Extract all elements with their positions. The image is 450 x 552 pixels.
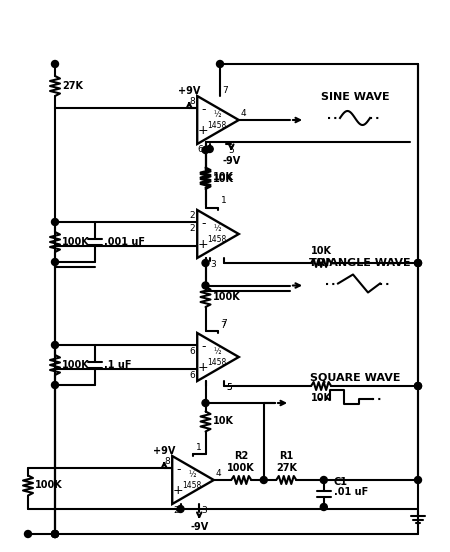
Text: ½
1458: ½ 1458: [207, 347, 227, 367]
Text: 6: 6: [189, 371, 195, 380]
Text: 10K: 10K: [212, 174, 234, 184]
Polygon shape: [197, 96, 239, 144]
Text: 7: 7: [220, 321, 226, 330]
Text: -9V: -9V: [190, 522, 208, 532]
Polygon shape: [172, 456, 214, 504]
Circle shape: [51, 530, 59, 538]
Text: 5: 5: [226, 383, 232, 392]
Text: -: -: [176, 463, 180, 476]
Text: 8: 8: [164, 457, 170, 466]
Text: .001 uF: .001 uF: [104, 237, 145, 247]
Text: 5: 5: [226, 383, 232, 392]
Circle shape: [260, 476, 267, 484]
Circle shape: [24, 530, 32, 538]
Text: 1: 1: [196, 443, 202, 452]
Text: 6: 6: [198, 145, 203, 154]
Circle shape: [51, 219, 59, 226]
Text: 6: 6: [189, 347, 195, 356]
Text: R2
100K: R2 100K: [227, 452, 255, 473]
Text: 8: 8: [189, 97, 195, 106]
Text: 10K: 10K: [310, 393, 332, 403]
Text: 6: 6: [202, 146, 208, 155]
Polygon shape: [197, 333, 239, 381]
Text: 4: 4: [241, 109, 247, 118]
Text: 3: 3: [201, 506, 207, 515]
Polygon shape: [197, 210, 239, 258]
Text: 2: 2: [189, 211, 195, 220]
Circle shape: [414, 476, 422, 484]
Circle shape: [414, 383, 422, 390]
Text: +: +: [198, 124, 208, 137]
Circle shape: [51, 258, 59, 266]
Circle shape: [51, 342, 59, 348]
Text: SINE WAVE: SINE WAVE: [321, 92, 389, 102]
Text: 5: 5: [228, 146, 234, 155]
Text: SQUARE WAVE: SQUARE WAVE: [310, 373, 400, 383]
Text: C1: C1: [334, 477, 348, 487]
Circle shape: [320, 476, 327, 484]
Text: 3: 3: [211, 260, 216, 269]
Circle shape: [51, 381, 59, 389]
Text: -9V: -9V: [222, 156, 240, 166]
Text: 4: 4: [216, 469, 221, 478]
Circle shape: [202, 282, 209, 289]
Text: +9V: +9V: [178, 86, 200, 96]
Text: 27K: 27K: [62, 81, 83, 91]
Text: 2: 2: [173, 506, 179, 515]
Circle shape: [51, 530, 59, 538]
Text: +: +: [173, 484, 184, 497]
Circle shape: [206, 146, 213, 152]
Text: 100K: 100K: [62, 237, 90, 247]
Circle shape: [414, 259, 422, 267]
Text: -: -: [201, 340, 206, 353]
Text: 100K: 100K: [35, 480, 63, 491]
Text: 10K: 10K: [212, 417, 234, 427]
Circle shape: [414, 259, 422, 267]
Text: ½
1458: ½ 1458: [207, 110, 227, 130]
Text: +9V: +9V: [153, 446, 176, 456]
Circle shape: [320, 503, 327, 511]
Text: +: +: [198, 238, 208, 251]
Text: ½
1458: ½ 1458: [182, 470, 202, 490]
Circle shape: [51, 61, 59, 67]
Text: 100K: 100K: [212, 292, 240, 302]
Text: 1: 1: [221, 196, 227, 205]
Circle shape: [202, 146, 209, 153]
Circle shape: [177, 506, 184, 512]
Text: -: -: [201, 103, 206, 116]
Text: TRIANGLE WAVE: TRIANGLE WAVE: [309, 257, 411, 268]
Circle shape: [414, 383, 422, 390]
Text: .01 uF: .01 uF: [334, 487, 368, 497]
Text: +: +: [198, 361, 208, 374]
Circle shape: [202, 400, 209, 406]
Text: .1 uF: .1 uF: [104, 360, 131, 370]
Circle shape: [202, 259, 209, 267]
Text: ½
1458: ½ 1458: [207, 224, 227, 243]
Text: 10K: 10K: [310, 246, 332, 256]
Text: 10K: 10K: [212, 172, 234, 183]
Text: 7: 7: [221, 319, 227, 328]
Text: 7: 7: [222, 86, 228, 95]
Text: R1
27K: R1 27K: [276, 452, 297, 473]
Text: 2: 2: [189, 224, 195, 233]
Text: -: -: [201, 217, 206, 230]
Circle shape: [216, 61, 224, 67]
Text: 100K: 100K: [62, 360, 90, 370]
Circle shape: [51, 530, 59, 538]
